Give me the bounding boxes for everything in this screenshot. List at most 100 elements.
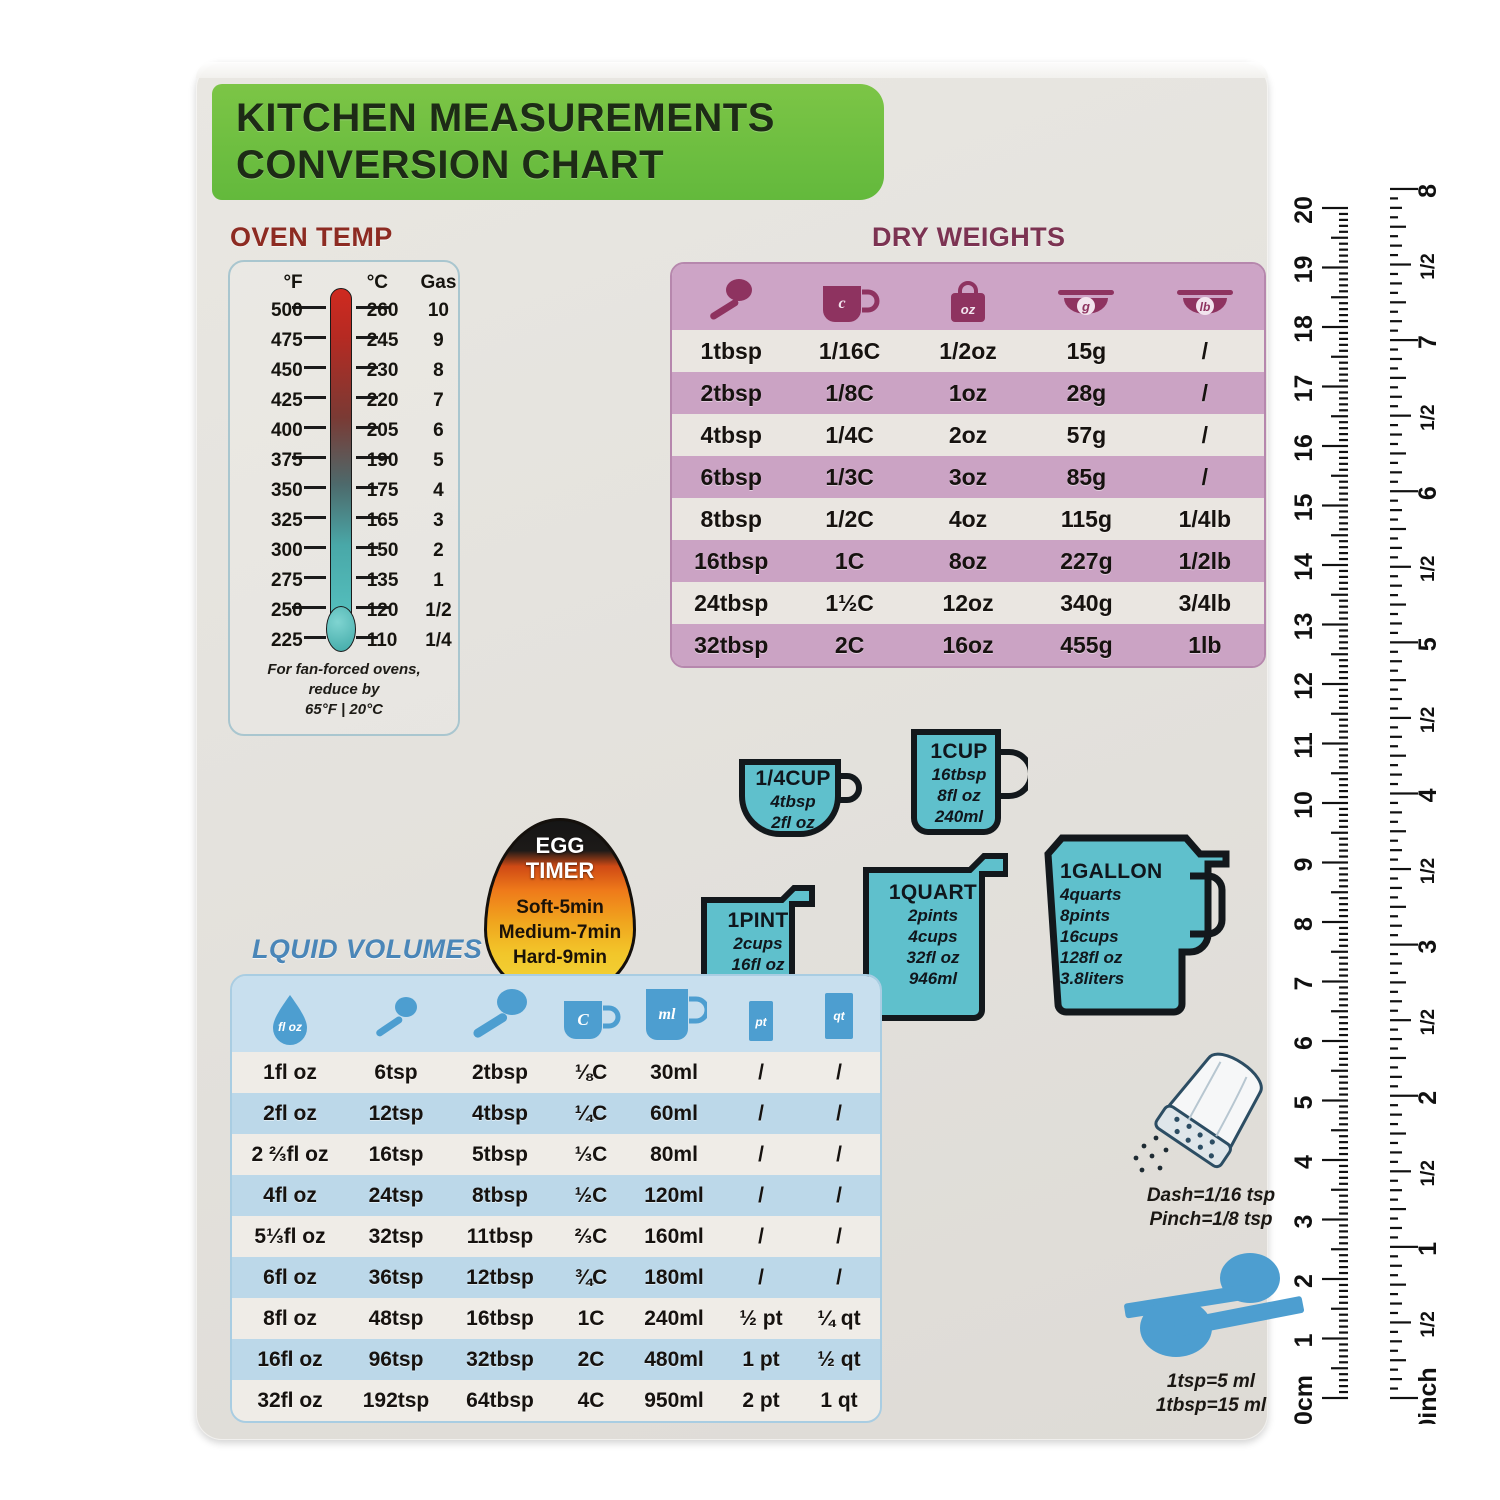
oven-temp-row: 300 150 2 — [230, 536, 458, 566]
liquid-volume-cell: 2fl oz — [263, 1101, 317, 1125]
liquid-volume-cell: 4fl oz — [263, 1183, 317, 1207]
svg-text:16: 16 — [1290, 434, 1318, 462]
dry-weight-cell: 3oz — [948, 463, 988, 490]
tsp-ml-note: 1tsp=5 ml — [1166, 1371, 1256, 1392]
table-row: 16fl oz 96tsp 32tbsp 2C 480ml 1 pt ½ qt — [232, 1339, 880, 1380]
dry-weight-cell: 1/2oz — [939, 337, 997, 364]
oven-f-value: 225 — [270, 630, 303, 651]
scale-g-icon: g — [1027, 284, 1145, 330]
vessel-one-gallon: 1GALLON 4quarts 8pints 16cups 128fl oz 3… — [1038, 824, 1238, 1024]
svg-text:5: 5 — [1290, 1095, 1318, 1109]
table-row: 2tbsp 1/8C 1oz 28g / — [672, 372, 1264, 414]
oven-temp-row: 500 260 10 — [230, 296, 458, 326]
dry-weights-table: c oz g — [670, 262, 1266, 668]
liquid-volume-cell: ½ qt — [817, 1347, 861, 1371]
dry-weight-cell: 1½C — [825, 589, 874, 616]
liquid-volume-cell: ¼C — [574, 1101, 608, 1125]
oven-gas-value: 6 — [433, 420, 444, 441]
liquid-volume-cell: / — [836, 1142, 842, 1166]
vessel-title: 1/4CUP — [755, 766, 831, 790]
liquid-volume-cell: ¼ qt — [817, 1306, 861, 1330]
dry-weight-cell: 455g — [1060, 631, 1113, 658]
dry-weight-cell: 2tbsp — [700, 379, 762, 406]
liquid-volume-cell: ⅔C — [574, 1224, 608, 1248]
oven-temp-panel: °F °C Gas 500 260 10 475 245 9 450 230 8 425 220 7 4… — [228, 260, 460, 736]
liquid-volume-cell: 11tbsp — [466, 1224, 534, 1248]
vessel-line: 16tbsp — [931, 764, 987, 784]
oven-c-value: 205 — [366, 420, 399, 441]
tablespoon-icon — [444, 985, 556, 1052]
oven-c-value: 165 — [366, 510, 399, 531]
vessel-line: 2cups — [733, 933, 783, 953]
liquid-volumes-heading: LQUID VOLUMES — [252, 934, 483, 964]
vessel-line: 2pints — [907, 906, 959, 925]
liquid-volume-cell: 1 qt — [820, 1388, 858, 1412]
oven-temp-row: 375 190 5 — [230, 446, 458, 476]
dry-weight-cell: 2C — [834, 631, 865, 658]
svg-text:15: 15 — [1290, 494, 1318, 522]
liquid-volume-cell: 4C — [577, 1388, 605, 1412]
thermometer-tick — [356, 486, 378, 489]
svg-text:0inch: 0inch — [1414, 1367, 1442, 1424]
pinch-note: Pinch=1/8 tsp — [1149, 1209, 1273, 1230]
ruler: 0cm 1 2 3 4 5 6 7 8 9 10 11 12 13 14 15 16 17 18 19 20 0inch 1… — [1286, 78, 1464, 1433]
oven-gas-value: 10 — [427, 300, 449, 321]
thermometer-tick — [356, 456, 390, 459]
egg-timer-title-line-2: TIMER — [525, 858, 595, 883]
dry-weight-cell: 1C — [834, 547, 865, 574]
svg-text:5: 5 — [1414, 637, 1442, 651]
dry-weight-cell: 1/4C — [825, 421, 874, 448]
fan-forced-note: For fan-forced ovens, reduce by 65°F | 2… — [230, 660, 458, 720]
liquid-volume-cell: ¾C — [574, 1265, 608, 1289]
dry-weight-cell: 6tbsp — [700, 463, 762, 490]
svg-text:4: 4 — [1290, 1155, 1318, 1169]
table-row: 4tbsp 1/4C 2oz 57g / — [672, 414, 1264, 456]
liquid-volume-cell: / — [836, 1265, 842, 1289]
liquid-volume-cell: / — [836, 1101, 842, 1125]
liquid-volume-cell: ½ pt — [739, 1306, 783, 1330]
oven-gas-value: 1/2 — [425, 600, 452, 621]
oven-header-gas: Gas — [420, 272, 457, 293]
fan-note-line-3: 65°F | 20°C — [305, 701, 383, 718]
table-row: 2 ⅔fl oz 16tsp 5tbsp ⅓C 80ml / / — [232, 1134, 880, 1175]
thermometer-tick — [292, 306, 326, 309]
oven-c-value: 135 — [366, 570, 399, 591]
oven-f-value: 500 — [270, 300, 303, 321]
vessel-title: 1PINT — [727, 908, 789, 932]
dry-weight-cell: 2oz — [948, 421, 988, 448]
liquid-volume-cell: / — [758, 1060, 764, 1084]
dry-weight-cell: 1/2C — [825, 505, 874, 532]
liquid-volume-cell: 16tsp — [368, 1142, 424, 1166]
liquid-volume-cell: ½C — [574, 1183, 608, 1207]
thermometer-tick — [356, 636, 378, 639]
table-row: 8tbsp 1/2C 4oz 115g 1/4lb — [672, 498, 1264, 540]
liquid-volume-cell: ⅛C — [574, 1060, 608, 1084]
liquid-volume-cell: / — [758, 1183, 764, 1207]
thermometer-tick — [356, 546, 378, 549]
liquid-volume-cell: 1C — [577, 1306, 605, 1330]
dry-weight-cell: / — [1201, 463, 1209, 490]
liquid-volume-cell: 1fl oz — [263, 1060, 317, 1084]
svg-text:3: 3 — [1414, 940, 1442, 954]
teaspoon-icon — [348, 989, 444, 1052]
liquid-volume-cell: 12tsp — [368, 1101, 424, 1125]
dry-weight-cell: 227g — [1060, 547, 1113, 574]
liquid-volume-cell: 2C — [577, 1347, 605, 1371]
liquid-volume-cell: 32fl oz — [257, 1388, 323, 1412]
oven-temp-header-row: °F °C Gas — [230, 270, 458, 296]
liquid-volume-cell: 32tbsp — [466, 1347, 534, 1371]
liquid-volume-cell: / — [758, 1224, 764, 1248]
spoon-ml-note: 1tsp=5 ml 1tbsp=15 ml — [1096, 1370, 1326, 1418]
liquid-volume-cell: 5⅓fl oz — [254, 1224, 326, 1248]
svg-text:6: 6 — [1290, 1036, 1318, 1050]
fan-note-line-2: reduce by — [308, 681, 380, 698]
table-row: 4fl oz 24tsp 8tbsp ½C 120ml / / — [232, 1175, 880, 1216]
thermometer-tick — [356, 306, 390, 309]
dry-weight-cell: 1oz — [948, 379, 988, 406]
liquid-volume-cell: 64tbsp — [466, 1388, 534, 1412]
dry-weight-cell: 32tbsp — [694, 631, 769, 658]
vessel-line: 4quarts — [1060, 884, 1122, 904]
dry-weight-cell: 340g — [1060, 589, 1113, 616]
thermometer-tick — [356, 516, 378, 519]
